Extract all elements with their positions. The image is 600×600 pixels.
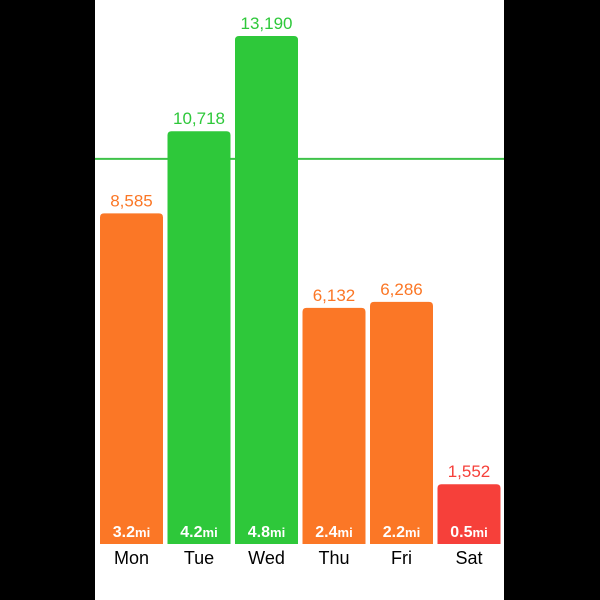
day-label-wed: Wed — [248, 548, 285, 568]
distance-fri: 2.2mi — [383, 524, 420, 541]
day-label-mon: Mon — [114, 548, 149, 568]
step-count-fri: 6,286 — [380, 280, 423, 299]
step-count-thu: 6,132 — [313, 286, 356, 305]
step-count-mon: 8,585 — [110, 191, 153, 210]
distance-sat: 0.5mi — [450, 524, 487, 541]
day-label-fri: Fri — [391, 548, 412, 568]
bar-mon[interactable] — [100, 213, 163, 544]
distance-mon: 3.2mi — [113, 524, 150, 541]
bar-tue[interactable] — [167, 131, 231, 544]
bar-thu[interactable] — [302, 307, 366, 544]
distance-wed: 4.8mi — [248, 524, 285, 541]
step-count-tue: 10,718 — [173, 109, 225, 128]
step-count-wed: 13,190 — [241, 14, 293, 33]
bar-wed[interactable] — [235, 36, 298, 544]
step-count-sat: 1,552 — [448, 462, 491, 481]
distance-tue: 4.2mi — [180, 524, 217, 541]
steps-bar-chart: 8,585 3.2mi Mon 10,718 4.2mi Tue 13,190 4.8mi We… — [95, 14, 504, 568]
distance-thu: 2.4mi — [315, 524, 352, 541]
bar-sat[interactable] — [437, 484, 501, 544]
day-label-sat: Sat — [455, 548, 482, 568]
bar-fri[interactable] — [370, 301, 433, 544]
day-label-tue: Tue — [184, 548, 214, 568]
activity-screen: 8,585 3.2mi Mon 10,718 4.2mi Tue 13,190 4.8mi We… — [95, 0, 504, 600]
day-label-thu: Thu — [318, 548, 349, 568]
